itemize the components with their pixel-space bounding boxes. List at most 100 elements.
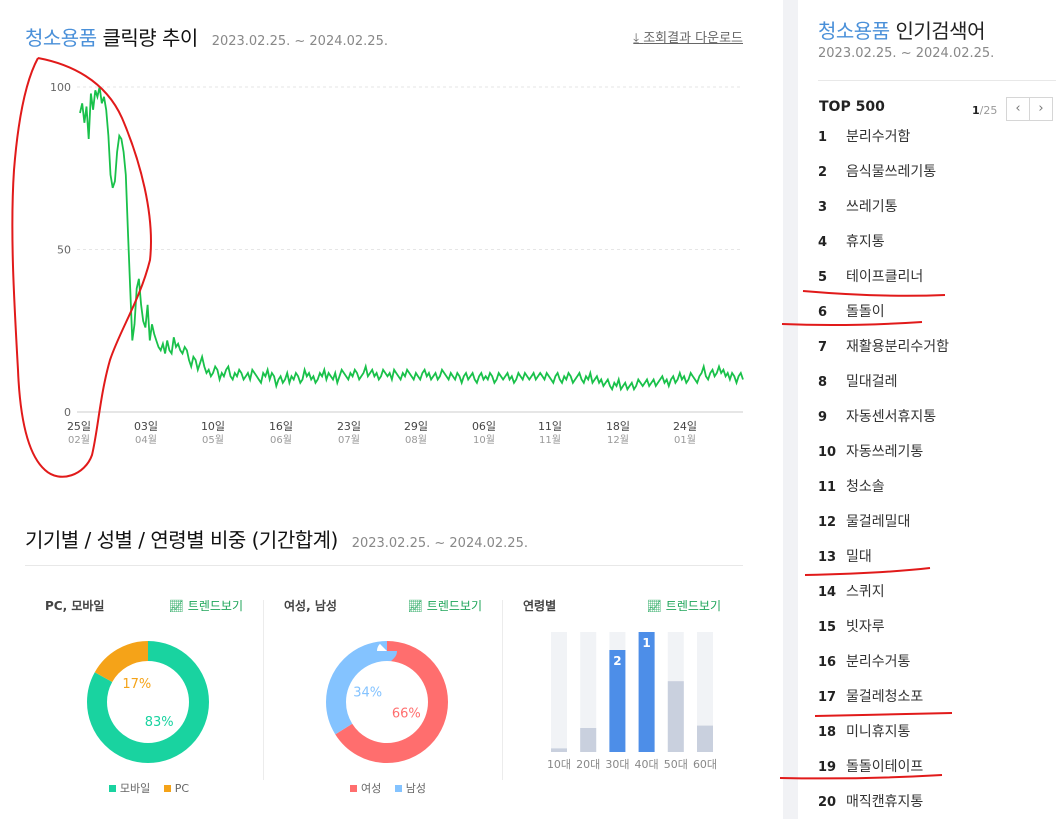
age-bar-label: 60대 (693, 758, 717, 771)
keyword-rank: 14 (818, 585, 837, 600)
trend-chart-icon: 📈︎ (407, 599, 423, 613)
keyword-item[interactable]: 3 쓰레기통 (818, 190, 1058, 225)
x-tick-month: 07월 (338, 434, 360, 446)
keyword-rank: 17 (818, 690, 837, 705)
age-bar (638, 632, 655, 752)
keyword-item[interactable]: 8 밀대걸레 (818, 365, 1058, 400)
keyword-item[interactable]: 18 미니휴지통 (818, 715, 1058, 750)
y-tick-label: 50 (57, 244, 71, 257)
prev-page-button[interactable]: ‹ (1006, 97, 1030, 121)
keyword-item[interactable]: 11 청소솔 (818, 470, 1058, 505)
gender-trend-label: 트렌드보기 (426, 599, 482, 613)
gender-panel-header: 여성, 남성 📈︎ 트렌드보기 (284, 597, 482, 615)
keyword-item[interactable]: 6 돌돌이 (818, 295, 1058, 330)
keyword-item[interactable]: 19 돌돌이테이프 (818, 750, 1058, 785)
keyword-rank: 6 (818, 305, 828, 320)
age-bar-label: 20대 (576, 758, 600, 771)
slice-percent-label: 66% (392, 707, 421, 722)
trend-chart-icon: 📈︎ (168, 599, 184, 613)
keyword-text: 분리수거통 (846, 654, 911, 670)
keyword-rank: 16 (818, 655, 837, 670)
y-tick-label: 0 (64, 406, 71, 419)
download-link[interactable]: ⤓ 조회결과 다운로드 (633, 27, 743, 46)
device-panel-header: PC, 모바일 📈︎ 트렌드보기 (45, 597, 243, 615)
x-tick-day: 16일 (269, 419, 293, 433)
keyword-text: 빗자루 (846, 619, 885, 635)
popular-keyword: 청소용품 (818, 19, 890, 43)
keyword-text: 자동쓰레기통 (846, 444, 924, 460)
keyword-text: 스퀴지 (846, 584, 885, 600)
legend-swatch-female (350, 785, 357, 792)
keyword-text: 물걸레청소포 (846, 689, 924, 705)
download-label: 조회결과 다운로드 (643, 31, 743, 46)
age-bar-label: 40대 (635, 758, 659, 771)
keyword-item[interactable]: 5 테이프클리너 (818, 260, 1058, 295)
download-icon: ⤓ (633, 31, 640, 46)
x-tick-month: 08월 (405, 434, 427, 446)
keyword-item[interactable]: 20 매직캔휴지통 (818, 785, 1058, 820)
next-page-button[interactable]: › (1029, 97, 1053, 121)
keyword-text: 물걸레밀대 (846, 514, 911, 530)
device-trend-button[interactable]: 📈︎ 트렌드보기 (169, 597, 243, 614)
legend-label-pc: PC (174, 782, 190, 795)
keyword-rank: 8 (818, 375, 828, 390)
keyword-item[interactable]: 17 물걸레청소포 (818, 680, 1058, 715)
x-tick-day: 10일 (201, 419, 225, 433)
age-bar-label: 50대 (664, 758, 688, 771)
legend-label-female: 여성 (361, 782, 382, 795)
page-indicator: 1/25 (972, 104, 997, 117)
keyword-rank: 4 (818, 235, 828, 250)
keyword-item[interactable]: 13 밀대 (818, 540, 1058, 575)
keyword-item[interactable]: 14 스퀴지 (818, 575, 1058, 610)
x-tick-month: 02월 (68, 434, 90, 446)
keyword-text: 밀대 (846, 549, 872, 565)
keyword-text: 분리수거함 (846, 129, 911, 145)
keyword-item[interactable]: 16 분리수거통 (818, 645, 1058, 680)
x-tick-month: 05월 (202, 434, 224, 446)
gender-donut-chart: 66% 34% (326, 641, 448, 763)
keyword-item[interactable]: 2 음식물쓰레기통 (818, 155, 1058, 190)
keyword-rank: 11 (818, 480, 837, 495)
keyword-text: 청소솔 (846, 479, 885, 495)
keyword-item[interactable]: 7 재활용분리수거함 (818, 330, 1058, 365)
trend-title: 청소용품 클릭량 추이 2023.02.25. ~ 2024.02.25. (25, 22, 388, 51)
device-trend-label: 트렌드보기 (187, 599, 243, 613)
donut-slice (326, 641, 448, 763)
keyword-rank: 15 (818, 620, 837, 635)
keyword-item[interactable]: 10 자동쓰레기통 (818, 435, 1058, 470)
left-panel: 청소용품 클릭량 추이 2023.02.25. ~ 2024.02.25. ⤓ … (25, 22, 744, 802)
keyword-rank: 1 (818, 130, 828, 145)
keyword-rank: 13 (818, 550, 837, 565)
popular-divider (818, 80, 1056, 81)
series-line (79, 86, 744, 392)
slice-percent-label: 83% (145, 715, 174, 730)
page-total: /25 (979, 104, 998, 117)
x-tick-day: 18일 (606, 419, 630, 433)
breakdown-title-text: 기기별 / 성별 / 연령별 비중 (기간합계) (25, 528, 338, 552)
x-tick-day: 11일 (538, 419, 562, 433)
keyword-text: 휴지통 (846, 234, 885, 250)
age-trend-button[interactable]: 📈︎ 트렌드보기 (647, 597, 721, 614)
legend-swatch-mobile (108, 785, 116, 792)
x-tick-month: 01월 (674, 434, 696, 446)
gender-trend-button[interactable]: 📈︎ 트렌드보기 (408, 597, 482, 614)
keyword-rank: 5 (818, 270, 828, 285)
keyword-rank: 2 (818, 165, 828, 180)
trend-title-suffix: 클릭량 추이 (102, 26, 198, 50)
age-panel-header: 연령별 📈︎ 트렌드보기 (523, 597, 721, 615)
keyword-item[interactable]: 1 분리수거함 (818, 120, 1058, 155)
keyword-item[interactable]: 9 자동센서휴지통 (818, 400, 1058, 435)
device-panel: PC, 모바일 📈︎ 트렌드보기 83% 17% 모바일 PC (25, 587, 263, 802)
keyword-rank: 20 (818, 795, 837, 810)
panel-separator (263, 600, 264, 780)
age-bar-rank: 2 (613, 654, 621, 668)
x-tick-month: 12월 (607, 434, 629, 446)
x-tick-day: 06일 (472, 419, 496, 433)
age-bar-label: 10대 (547, 758, 571, 771)
keyword-rank: 18 (818, 725, 837, 740)
keyword-item[interactable]: 12 물걸레밀대 (818, 505, 1058, 540)
keyword-item[interactable]: 4 휴지통 (818, 225, 1058, 260)
device-donut-chart: 83% 17% (87, 641, 209, 763)
keyword-text: 음식물쓰레기통 (846, 164, 937, 180)
keyword-item[interactable]: 15 빗자루 (818, 610, 1058, 645)
